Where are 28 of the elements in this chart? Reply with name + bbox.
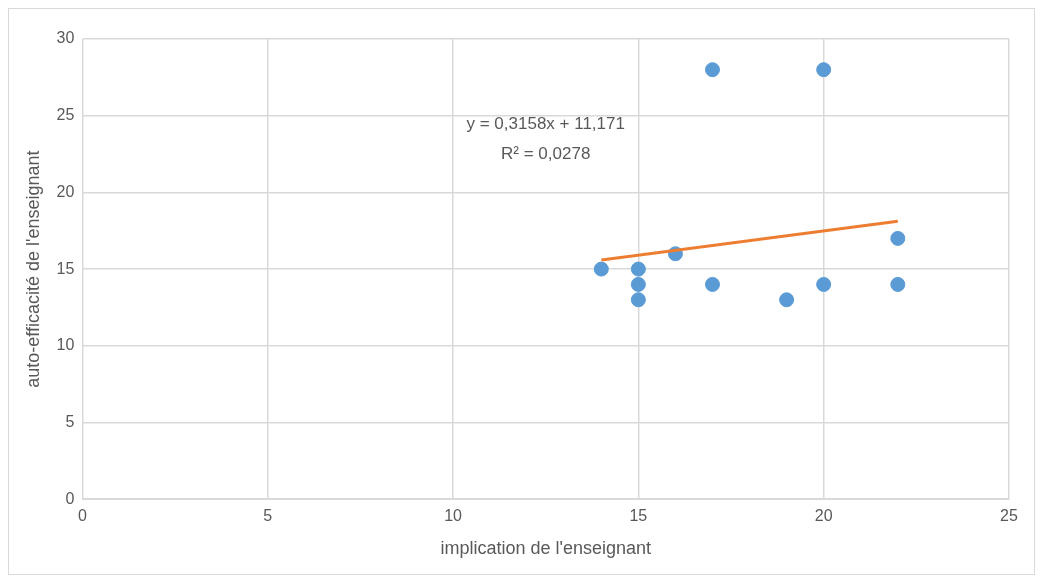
y-tick-label: 10 (56, 336, 75, 354)
point (704, 276, 720, 292)
y-tick-label: 25 (56, 106, 75, 124)
y-tick-label: 15 (56, 259, 75, 277)
x-tick-label: 0 (77, 507, 87, 525)
y-tick-label: 0 (65, 489, 75, 507)
y-tick-label: 30 (56, 29, 75, 47)
point (593, 261, 609, 277)
annotation: R² = 0,0278 (501, 143, 591, 163)
x-tick-label: 20 (814, 507, 833, 525)
x-tick-label: 25 (1000, 507, 1018, 525)
point (630, 292, 646, 308)
x-axis-title: implication de l'enseignant (440, 538, 651, 559)
point (704, 62, 720, 78)
point (890, 230, 906, 246)
y-tick-label: 5 (65, 412, 75, 430)
point (630, 261, 646, 277)
x-tick-label: 10 (444, 507, 463, 525)
point (779, 292, 795, 308)
point (816, 276, 832, 292)
y-tick-label: 20 (56, 182, 75, 200)
x-tick-label: 5 (263, 507, 273, 525)
point (630, 276, 646, 292)
annotation: y = 0,3158x + 11,171 (466, 113, 625, 133)
point (890, 276, 906, 292)
point (816, 62, 832, 78)
y-axis-title: auto-efficacité de l'enseignant (22, 150, 43, 388)
x-tick-label: 15 (629, 507, 648, 525)
